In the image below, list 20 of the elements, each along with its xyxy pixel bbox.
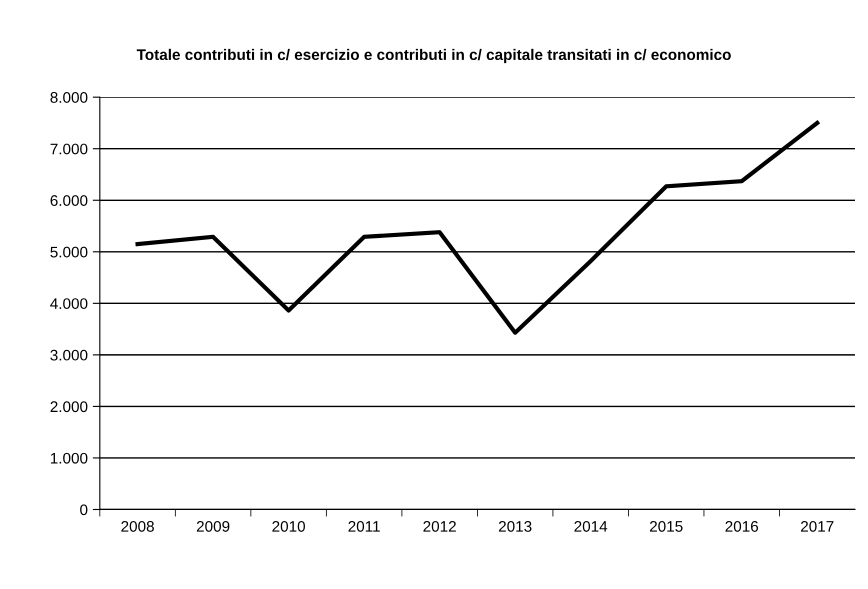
y-tick-label: 4.000 xyxy=(50,298,88,310)
y-tick-label: 0 xyxy=(80,504,88,516)
y-tick-label: 6.000 xyxy=(50,195,88,206)
chart-title: Totale contributi in c/ esercizio e contributi in c/ capitale transitati in c/ economico xyxy=(136,48,731,64)
x-tick-label: 2016 xyxy=(725,521,758,532)
y-tick-label: 2.000 xyxy=(50,401,88,412)
y-tick-label: 5.000 xyxy=(50,246,88,258)
x-tick-label: 2011 xyxy=(348,521,380,532)
y-tick-label: 8.000 xyxy=(50,92,88,103)
x-tick-label: 2014 xyxy=(574,521,608,532)
x-tick-label: 2017 xyxy=(801,521,834,532)
y-tick-label: 7.000 xyxy=(50,144,88,154)
x-tick-label: 2013 xyxy=(498,521,532,532)
x-tick-label: 2009 xyxy=(196,521,230,532)
y-tick-label: 1.000 xyxy=(50,452,88,464)
y-tick-label: 3.000 xyxy=(50,350,88,361)
x-tick-label: 2010 xyxy=(272,521,306,532)
x-tick-label: 2015 xyxy=(650,521,683,532)
x-tick-label: 2008 xyxy=(121,521,154,532)
x-tick-label: 2012 xyxy=(423,521,456,532)
